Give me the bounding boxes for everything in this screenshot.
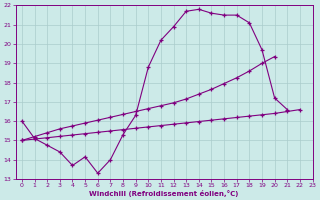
X-axis label: Windchill (Refroidissement éolien,°C): Windchill (Refroidissement éolien,°C) [89,190,239,197]
